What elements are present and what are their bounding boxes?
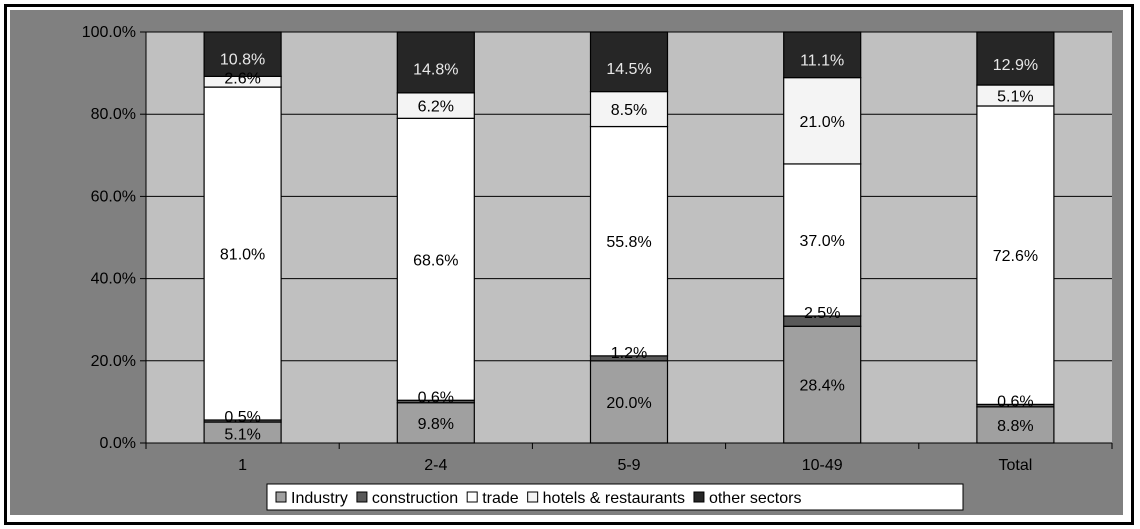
y-tick-label: 0.0% <box>100 435 136 452</box>
legend-label: other sectors <box>709 490 801 507</box>
legend-label: Industry <box>291 490 348 507</box>
bar-segment-other-sectors <box>783 31 862 79</box>
bar-segment-industry <box>589 360 669 444</box>
chart-container: 0.0% 20.0% 40.0% 60.0% 80.0% 100.0% 1 2-4 5-9 10… <box>10 10 1137 525</box>
data-label: 11.1% <box>800 52 844 69</box>
bar-segment-trade <box>783 163 862 317</box>
stacked-bar-chart: 0.0% 20.0% 40.0% 60.0% 80.0% 100.0% 1 2-4 5-9 10… <box>10 10 1123 515</box>
data-label: 1.2% <box>611 345 647 362</box>
y-tick-label: 40.0% <box>91 271 136 288</box>
data-label: 5.1% <box>224 427 260 444</box>
legend: Industry construction trade hotels & restau… <box>266 483 964 511</box>
bar-segment-trade <box>203 86 282 421</box>
data-label: 6.2% <box>418 99 454 116</box>
bar-segment-trade <box>589 125 669 357</box>
data-label: 9.8% <box>418 416 454 433</box>
data-label: 0.6% <box>418 389 454 406</box>
legend-label: construction <box>372 490 458 507</box>
data-label: 8.8% <box>997 418 1033 435</box>
data-label: 2.5% <box>804 305 840 322</box>
bar-segment-other-sectors <box>589 31 669 93</box>
data-label: 0.5% <box>224 409 260 426</box>
bar-segment-hotels-restaurants <box>396 92 475 119</box>
bar-segment-trade <box>396 117 475 401</box>
data-label: 37.0% <box>800 233 845 250</box>
bar-segment-hotels-restaurants <box>589 90 669 128</box>
legend-swatch <box>466 491 478 503</box>
data-label: 55.8% <box>606 234 651 251</box>
legend-label: hotels & restaurants <box>543 490 685 507</box>
bar-segment-trade <box>976 105 1055 405</box>
x-tick-label: 5-9 <box>617 457 640 474</box>
legend-swatch <box>527 491 539 503</box>
legend-box <box>266 483 964 511</box>
data-label: 0.6% <box>997 393 1033 410</box>
x-axis: 1 2-4 5-9 10-49 Total <box>145 442 1113 474</box>
data-label: 2.6% <box>224 70 260 87</box>
data-label: 10.8% <box>220 52 265 69</box>
data-label: 28.4% <box>800 378 845 395</box>
x-tick-label: 10-49 <box>802 457 843 474</box>
bar-segment-other-sectors <box>976 31 1055 86</box>
x-tick-label: 2-4 <box>424 457 447 474</box>
bar-segment-other-sectors <box>396 31 475 94</box>
bars: 5.1%0.5%81.0%2.6%10.8%9.8%0.6%68.6%6.2%1… <box>203 31 1055 444</box>
data-label: 72.6% <box>993 248 1038 265</box>
bar-segment-hotels-restaurants <box>783 77 862 165</box>
data-label: 20.0% <box>606 395 651 412</box>
y-tick-label: 100.0% <box>82 24 136 41</box>
data-label: 14.5% <box>606 61 651 78</box>
y-tick-label: 60.0% <box>91 188 136 205</box>
y-axis: 0.0% 20.0% 40.0% 60.0% 80.0% 100.0% <box>82 24 147 452</box>
data-label: 81.0% <box>220 247 265 264</box>
x-tick-label: 1 <box>238 457 247 474</box>
data-label: 68.6% <box>413 252 458 269</box>
legend-swatch <box>275 491 287 503</box>
x-tick-label: Total <box>999 457 1033 474</box>
y-tick-label: 20.0% <box>91 353 136 370</box>
data-label: 14.8% <box>413 61 458 78</box>
legend-label: trade <box>482 490 519 507</box>
y-tick-label: 80.0% <box>91 106 136 123</box>
legend-swatch <box>693 491 705 503</box>
data-label: 21.0% <box>800 114 845 131</box>
bar-segment-other-sectors <box>203 31 282 77</box>
data-label: 12.9% <box>993 57 1038 74</box>
legend-swatch <box>356 491 368 503</box>
data-label: 8.5% <box>611 102 647 119</box>
data-label: 5.1% <box>997 88 1033 105</box>
